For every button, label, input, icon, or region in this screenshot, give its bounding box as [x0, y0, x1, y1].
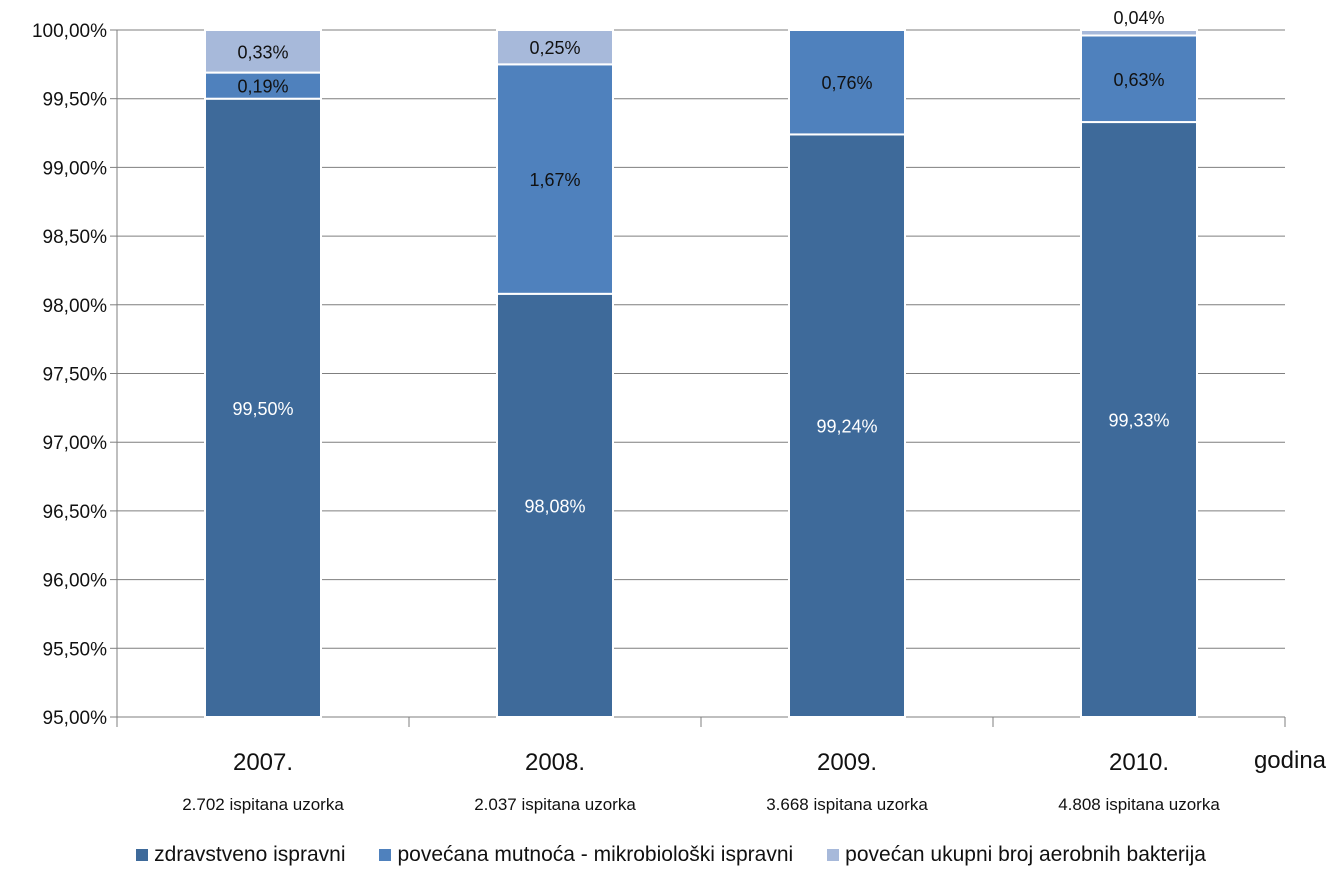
y-tick-label: 95,50%	[43, 639, 108, 660]
bar-segment	[204, 97, 322, 718]
y-tick-label: 95,00%	[43, 708, 108, 729]
y-tick-label: 98,50%	[43, 227, 108, 248]
bar-data-label: 0,25%	[529, 38, 580, 58]
bar-data-label: 1,67%	[529, 170, 580, 190]
bar-data-label: 0,33%	[237, 42, 288, 62]
bar-data-label: 0,19%	[237, 77, 288, 97]
legend-label-1: povećana mutnoća - mikrobiološki ispravn…	[397, 843, 794, 866]
bar-segment	[1080, 121, 1198, 719]
bar-segment	[496, 29, 614, 66]
bar-data-label: 99,50%	[232, 399, 293, 419]
bar-segment	[1080, 29, 1198, 37]
x-category-sublabel: 4.808 ispitana uzorka	[1058, 795, 1220, 814]
y-tick-label: 99,50%	[43, 90, 108, 111]
bar-data-label: 0,63%	[1113, 70, 1164, 90]
y-tick-label: 96,00%	[43, 571, 108, 592]
bar-segment	[204, 29, 322, 74]
y-tick-label: 97,50%	[43, 365, 108, 386]
bar-segment	[1080, 34, 1198, 124]
y-tick-label: 98,00%	[43, 296, 108, 317]
bar-segment	[496, 63, 614, 295]
x-category-label: 2008.	[525, 749, 585, 776]
x-category-label: 2007.	[233, 749, 293, 776]
bar-segment	[496, 292, 614, 718]
bar-data-label: 99,24%	[816, 417, 877, 437]
bar-segment	[788, 29, 906, 136]
legend-swatch-0	[136, 849, 149, 861]
y-tick-label: 100,00%	[32, 21, 107, 42]
legend-label-0: zdravstveno ispravni	[154, 843, 346, 866]
legend-item-2: povećan ukupni broj aerobnih bakterija	[827, 843, 1206, 867]
x-category-sublabel: 2.702 ispitana uzorka	[182, 795, 344, 814]
legend-item-1: povećana mutnoća - mikrobiološki ispravn…	[379, 843, 793, 867]
legend-swatch-2	[827, 849, 840, 861]
bar-data-label: 0,04%	[1113, 8, 1164, 28]
bar-data-label: 0,76%	[821, 73, 872, 93]
x-category-label: 2009.	[817, 749, 877, 776]
legend: zdravstveno ispravni povećana mutnoća - …	[0, 840, 1342, 870]
x-category-sublabel: 2.037 ispitana uzorka	[474, 795, 636, 814]
y-tick-label: 99,00%	[43, 158, 108, 179]
x-category-sublabel: 3.668 ispitana uzorka	[766, 795, 928, 814]
bar-data-label: 98,08%	[524, 496, 585, 516]
bar-segment	[788, 133, 906, 718]
legend-label-2: povećan ukupni broj aerobnih bakterija	[845, 843, 1206, 866]
legend-swatch-1	[379, 849, 392, 861]
y-tick-label: 97,00%	[43, 433, 108, 454]
x-category-label: 2010.	[1109, 749, 1169, 776]
bar-data-label: 99,33%	[1108, 411, 1169, 431]
legend-item-0: zdravstveno ispravni	[136, 843, 345, 867]
x-axis-label: godina	[1254, 747, 1327, 774]
chart-svg: 95,00% 95,50% 96,00% 96,50% 97,00% 97,50% 98,0…	[32, 8, 1327, 814]
y-tick-label: 96,50%	[43, 502, 108, 523]
